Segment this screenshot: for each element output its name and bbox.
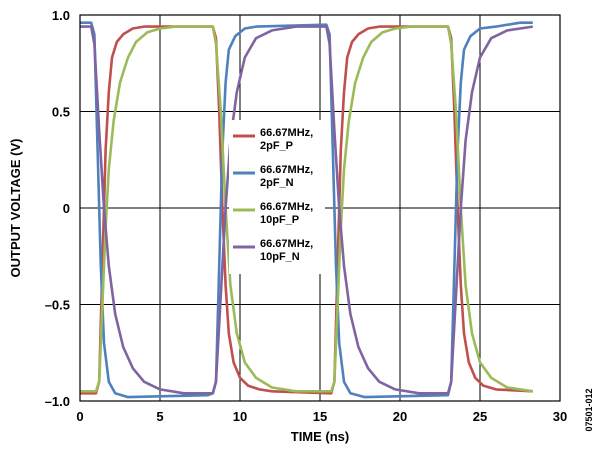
x-axis-label: TIME (ns) [291,429,350,444]
y-tick-label: 0 [63,201,70,216]
series-line [80,21,533,399]
x-tick-labels: 0 5 10 15 20 25 30 [76,409,567,424]
legend-label: 66.67MHz, [260,164,313,176]
legend-label: 10pF_N [260,251,300,263]
series-line [80,25,533,393]
legend-label: 10pF_P [260,214,299,226]
x-tick-label: 15 [313,409,327,424]
y-tick-label: 1.0 [52,8,70,23]
x-tick-label: 5 [156,409,163,424]
legend-label: 66.67MHz, [260,238,313,250]
y-tick-label: –0.5 [45,298,70,313]
legend-label: 2pF_P [260,140,293,152]
x-tick-label: 20 [393,409,407,424]
x-tick-label: 30 [553,409,567,424]
legend-label: 2pF_N [260,177,294,189]
x-tick-label: 0 [76,409,83,424]
x-tick-label: 25 [473,409,487,424]
y-axis-label: OUTPUT VOLTAGE (V) [8,139,23,278]
series-line [80,25,533,395]
legend: 66.67MHz,2pF_P66.67MHz,2pF_N66.67MHz,10p… [229,120,325,274]
y-tick-label: –1.0 [45,394,70,409]
x-tick-label: 10 [233,409,247,424]
legend-label: 66.67MHz, [260,127,313,139]
y-tick-label: 0.5 [52,105,70,120]
series-lines [80,21,533,399]
plot-frame [79,14,561,402]
legend-label: 66.67MHz, [260,201,313,213]
y-tick-labels: 1.0 0.5 0 –0.5 –1.0 [45,8,70,409]
figure-id: 07501-012 [584,388,594,431]
